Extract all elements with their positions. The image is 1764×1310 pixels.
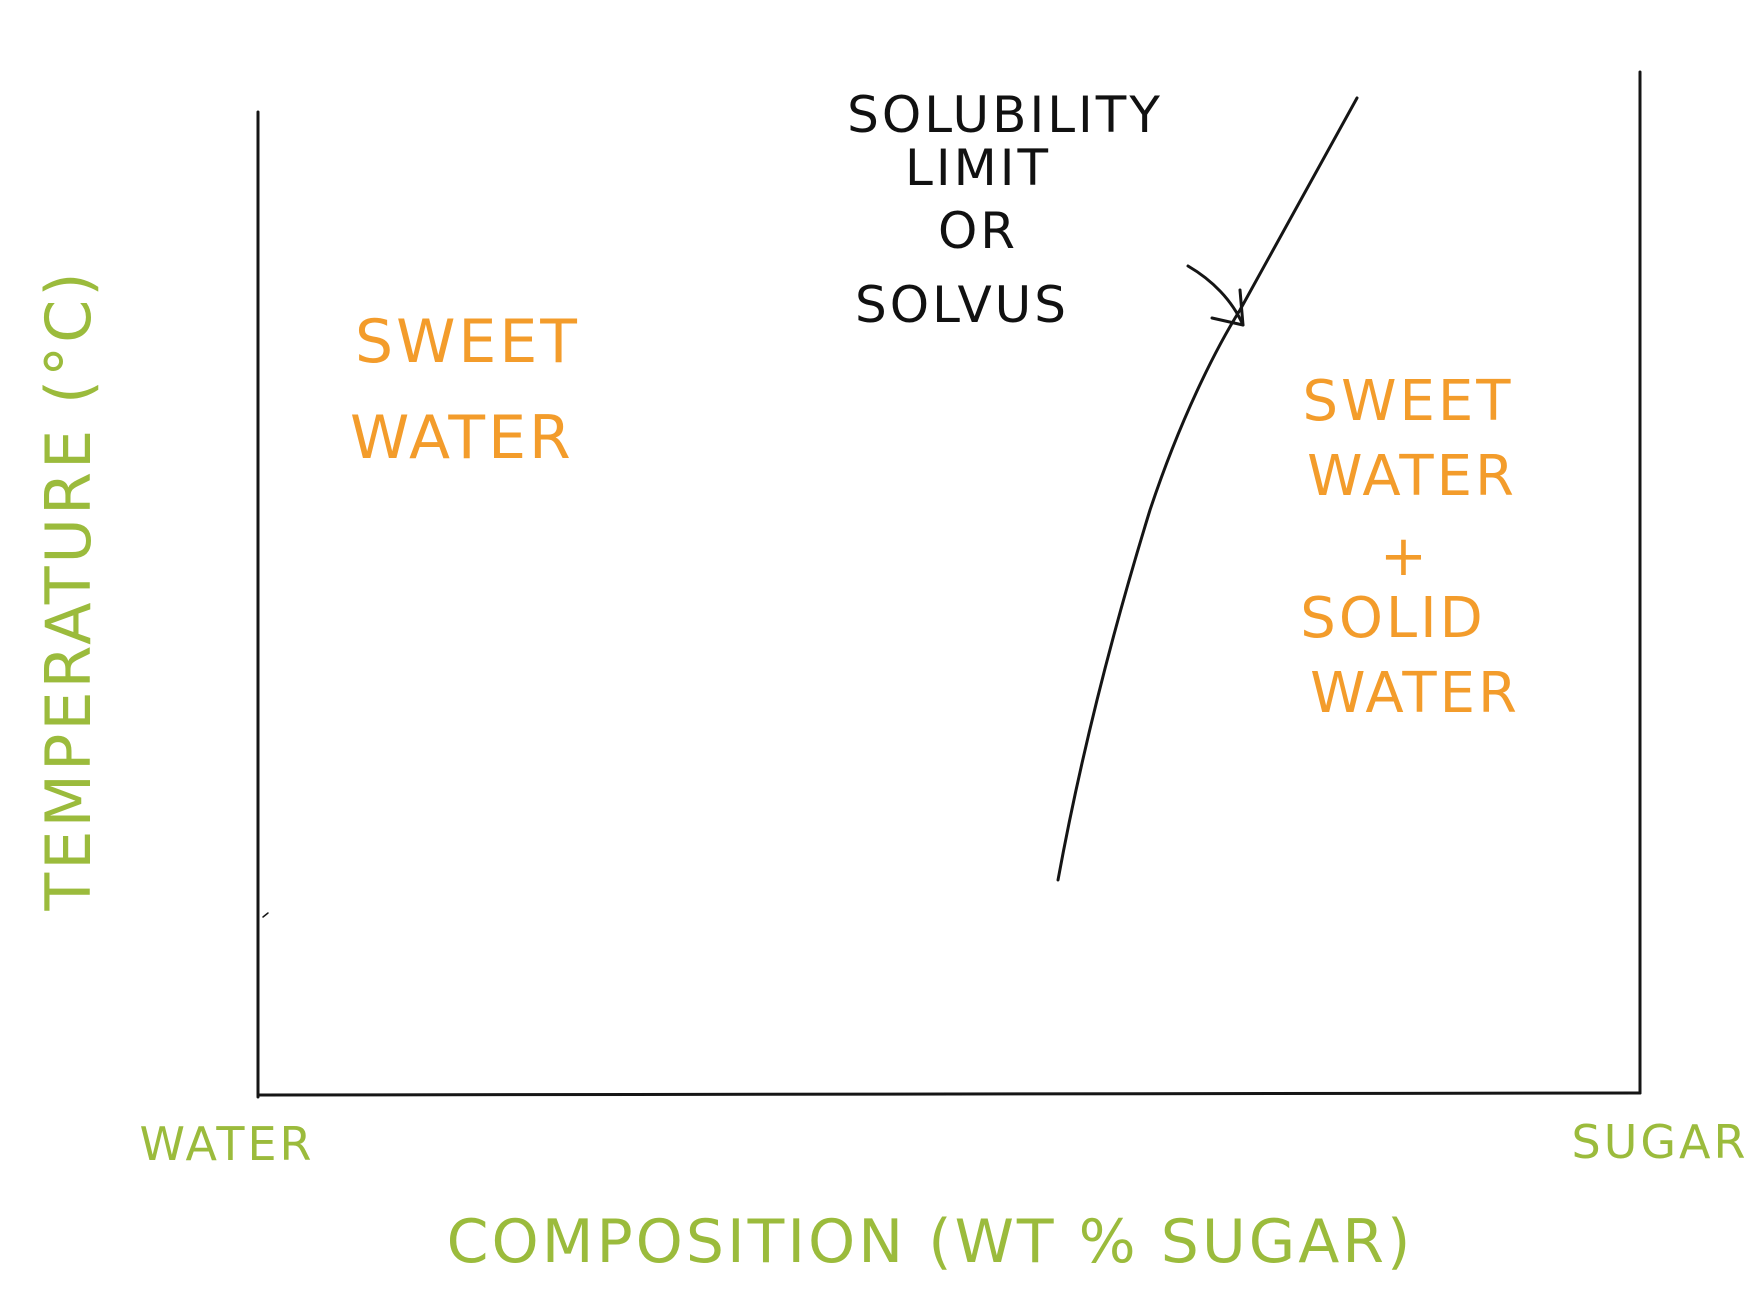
solvus-annotation: SOLUBILITY LIMIT OR SOLVUS [847, 86, 1163, 334]
solvus-arrowhead [1210, 288, 1245, 327]
solvus-label-line-1: SOLUBILITY [847, 86, 1163, 144]
solvus-label-line-2: LIMIT [905, 139, 1051, 197]
solvus-label-line-3: OR [938, 202, 1018, 260]
x-axis-title: COMPOSITION (WT % SUGAR) [447, 1207, 1414, 1277]
solvus-arrow [1186, 264, 1245, 327]
bottom-axis-line [256, 1091, 1642, 1097]
solvus-curve [1056, 96, 1359, 882]
region-right-line-3: + [1380, 524, 1430, 589]
y-axis-title: TEMPERATURE (°C) [32, 269, 105, 911]
region-right-line-1: SWEET [1303, 369, 1514, 434]
solvus-label-line-4: SOLVUS [855, 276, 1069, 334]
x-right-end-label: SUGAR [1572, 1115, 1749, 1169]
single-phase-region-label: SWEET WATER [350, 307, 580, 473]
region-right-line-2: WATER [1307, 444, 1517, 509]
two-phase-region-label: SWEET WATER + SOLID WATER [1300, 369, 1520, 726]
region-right-line-5: WATER [1310, 661, 1520, 726]
x-left-end-label: WATER [140, 1117, 315, 1171]
region-left-line-2: WATER [350, 403, 574, 473]
region-left-line-1: SWEET [355, 307, 580, 377]
stray-mark [262, 912, 269, 918]
region-right-line-4: SOLID [1300, 586, 1485, 651]
